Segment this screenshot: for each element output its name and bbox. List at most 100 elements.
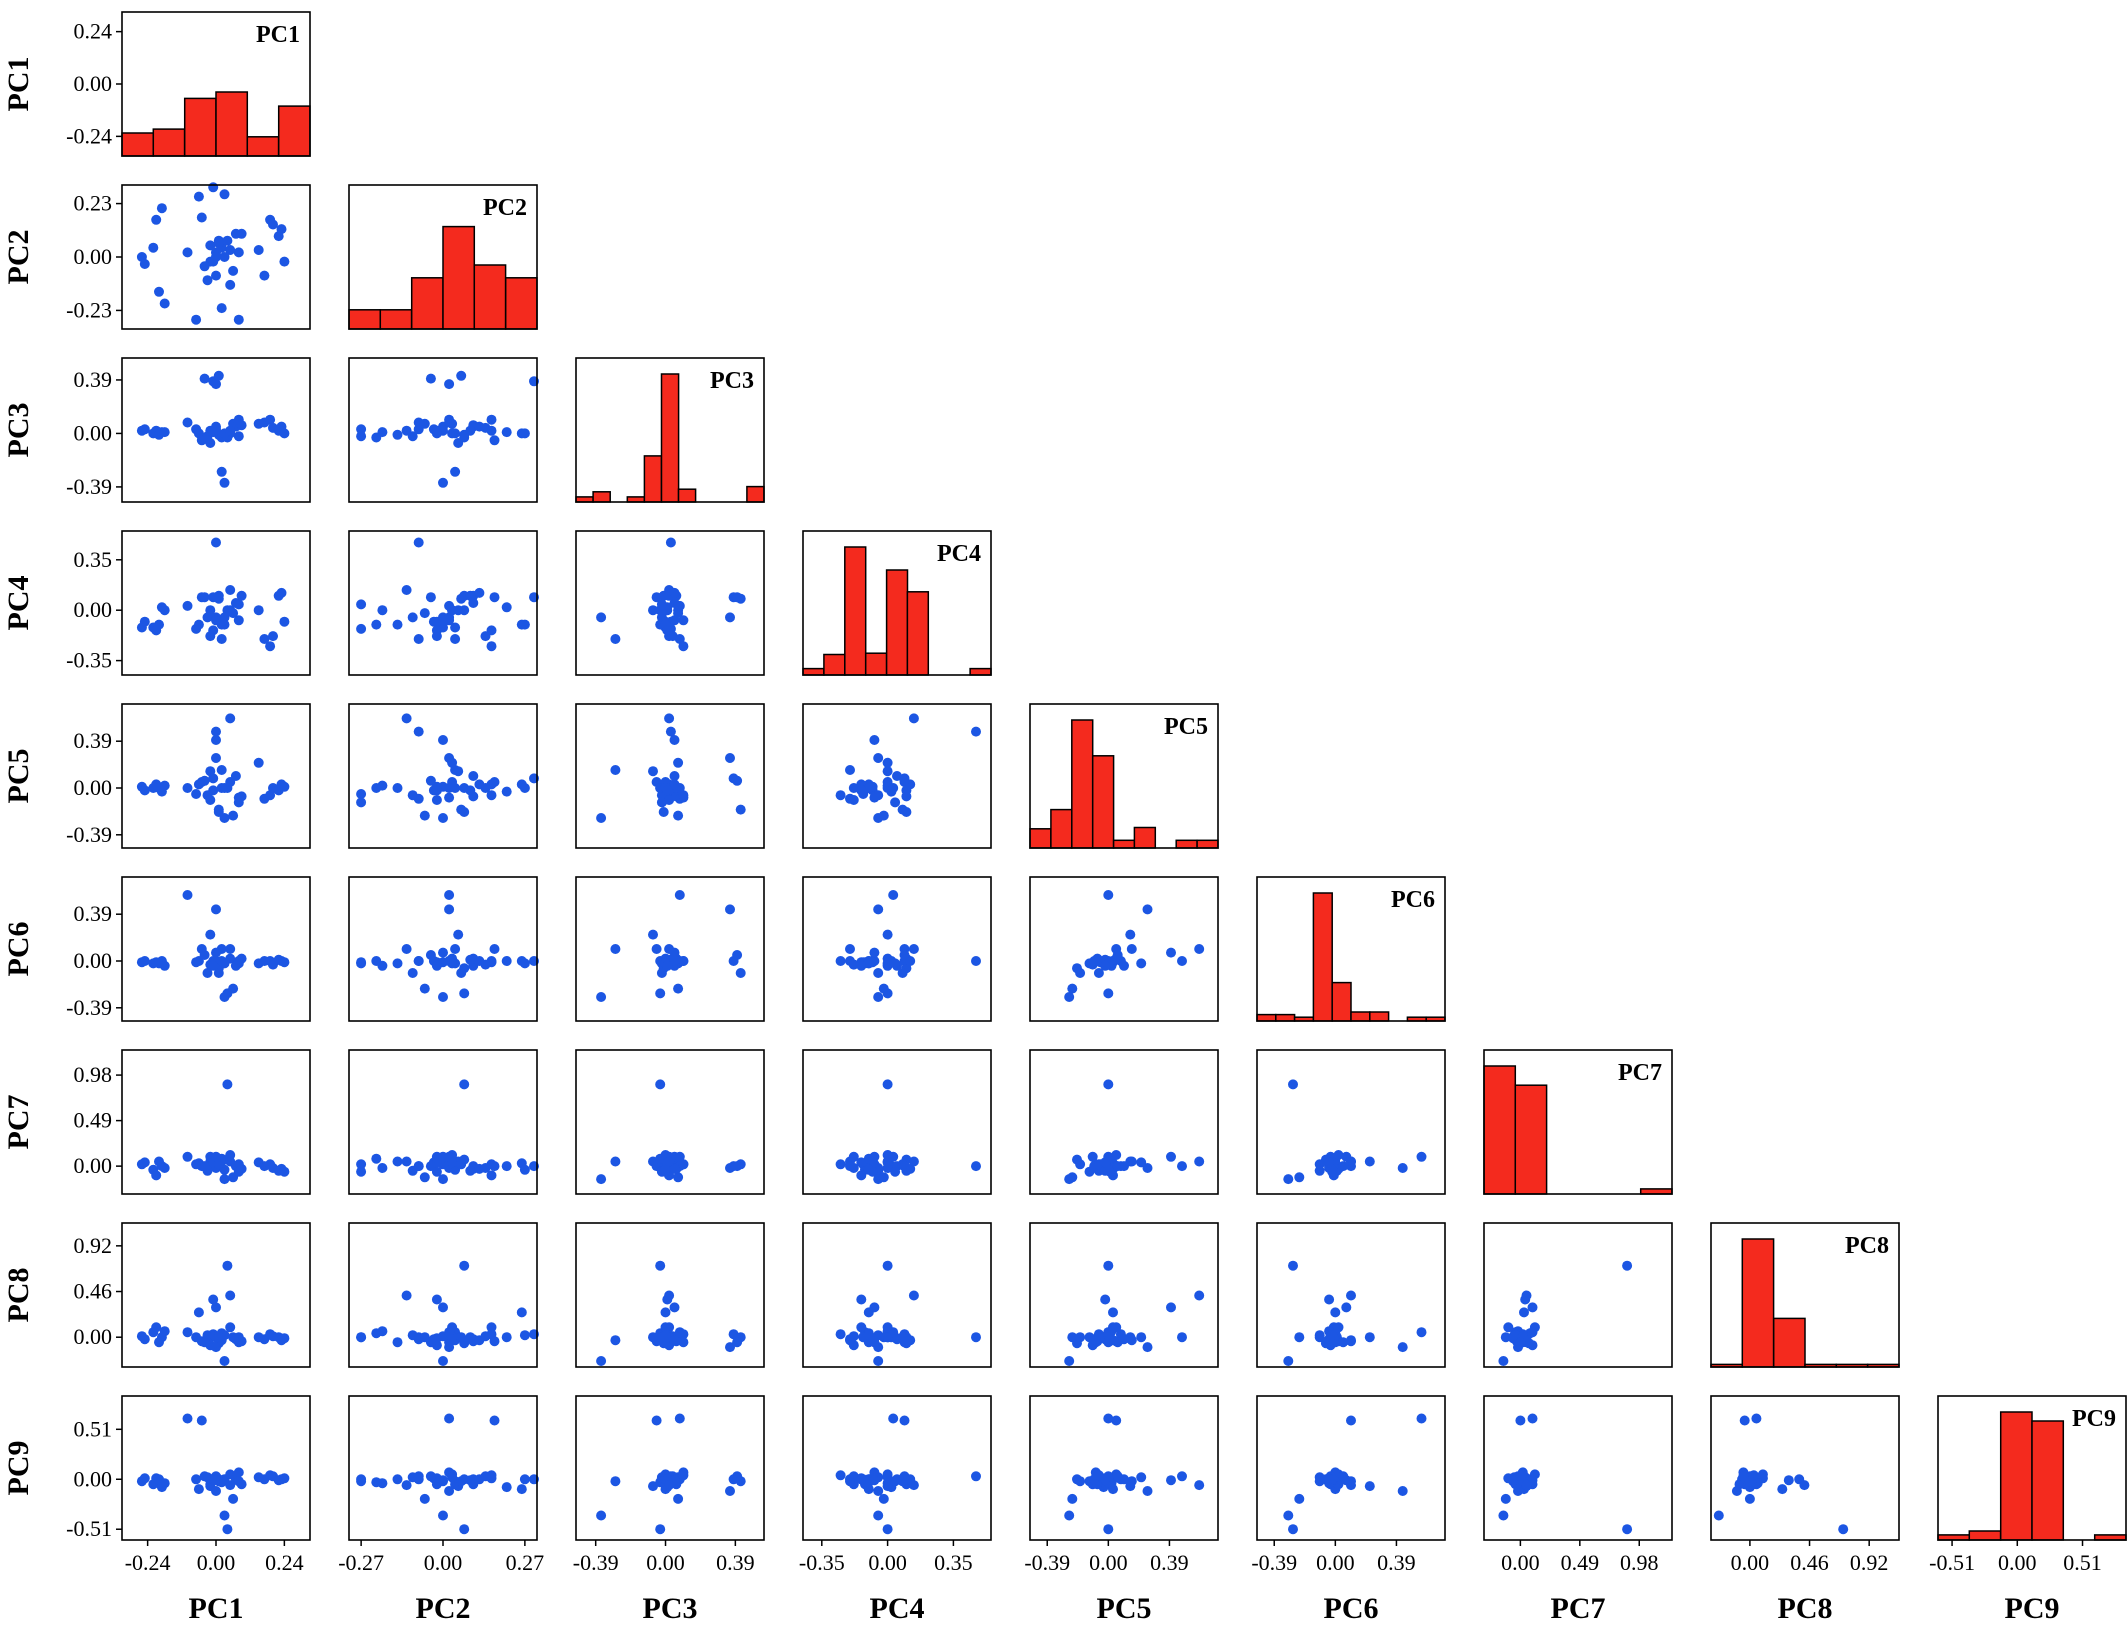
panel-frame: [1029, 876, 1219, 1022]
scatter-point: [154, 1337, 164, 1348]
scatter-point: [669, 1302, 680, 1313]
panel-frame: [121, 357, 311, 503]
scatter-point: [222, 1079, 233, 1090]
x-tick-label: -0.24: [125, 1550, 171, 1575]
scatter-point: [489, 592, 500, 603]
scatter-point: [489, 777, 500, 787]
y-axis-title: PC1: [2, 57, 35, 112]
y-tick-label: 0.39: [74, 728, 113, 753]
scatter-point: [1751, 1413, 1762, 1424]
hist-bar: [1331, 981, 1352, 1022]
scatter-point: [459, 1524, 470, 1535]
panel-frame: [575, 357, 765, 503]
scatter-point: [899, 775, 910, 786]
y-tick-label: 0.00: [74, 71, 113, 96]
scatter-point: [664, 585, 675, 595]
hist-title: PC9: [2072, 1406, 2116, 1432]
scatter-point: [1142, 1342, 1153, 1353]
y-tick-label: -0.39: [66, 995, 112, 1020]
scatter-point: [1166, 1302, 1176, 1313]
hist-bar: [2031, 1420, 2065, 1541]
scatter-point: [1324, 1157, 1335, 1168]
scatter-point: [1119, 960, 1129, 971]
scatter-point: [882, 1260, 893, 1271]
scatter-point: [848, 1331, 859, 1342]
scatter-point: [444, 417, 455, 428]
panel-frame: [802, 876, 992, 1022]
scatter-point: [392, 1474, 403, 1485]
scatter-point: [1194, 944, 1205, 954]
scatter-point: [1064, 1356, 1075, 1366]
scatter-point: [225, 944, 236, 954]
scatter-point: [648, 929, 658, 940]
scatter-point: [377, 1163, 388, 1173]
scatter-point: [213, 968, 224, 978]
scatter-point: [610, 634, 621, 644]
scatter-point: [835, 1159, 846, 1170]
scatter-point: [1314, 1159, 1325, 1170]
scatter-point: [1783, 1475, 1794, 1486]
scatter-point: [856, 1157, 867, 1168]
scatter-point: [431, 1294, 442, 1305]
scatter-point: [211, 904, 221, 915]
scatter-point: [1067, 1172, 1078, 1183]
scatter-point: [890, 1166, 901, 1177]
scatter-point: [1112, 1161, 1123, 1172]
x-axis-title: PC9: [2005, 1592, 2060, 1625]
scatter-point: [1111, 1322, 1122, 1333]
scatter-point: [456, 968, 467, 978]
scatter-point: [182, 890, 193, 900]
y-tick-label: -0.35: [66, 648, 112, 673]
scatter-point: [1416, 1413, 1427, 1424]
scatter-point: [660, 1307, 671, 1318]
hist-bar: [1312, 892, 1333, 1022]
scatter-point: [1799, 1480, 1810, 1491]
x-tick-label: 0.00: [646, 1550, 685, 1575]
scatter-point: [1177, 1161, 1187, 1172]
scatter-point: [890, 1476, 901, 1487]
scatter-point: [971, 1161, 981, 1172]
panel-pc8-pc2: [348, 1222, 539, 1368]
scatter-point: [1103, 1151, 1114, 1162]
scatter-point: [1521, 1290, 1532, 1301]
x-tick-label: 0.39: [1150, 1550, 1189, 1575]
scatter-point: [211, 1151, 221, 1162]
scatter-point: [233, 1467, 244, 1478]
scatter-point: [1838, 1524, 1849, 1535]
scatter-point: [268, 219, 278, 230]
scatter-point: [236, 791, 247, 802]
scatter-point: [154, 286, 164, 297]
scatter-point: [474, 421, 485, 432]
scatter-point: [732, 592, 743, 603]
scatter-point: [253, 605, 264, 616]
scatter-point: [869, 947, 880, 958]
scatter-point: [1622, 1524, 1633, 1535]
hist-bar: [1133, 826, 1157, 849]
scatter-point: [413, 956, 424, 966]
scatter-point: [656, 797, 667, 808]
scatter-point: [413, 537, 424, 548]
scatter-point: [725, 1486, 735, 1496]
hist-bar: [246, 136, 280, 157]
panel-pc7-pc4: [802, 1049, 992, 1195]
scatter-point: [431, 785, 442, 796]
scatter-point: [447, 757, 458, 768]
scatter-point: [1126, 1335, 1137, 1346]
scatter-point: [882, 1079, 893, 1090]
y-tick-label: 0.39: [74, 901, 113, 926]
scatter-point: [407, 968, 418, 978]
scatter-point: [869, 1151, 880, 1162]
hist-bar: [1112, 839, 1136, 849]
scatter-point: [651, 944, 662, 954]
scatter-point: [219, 813, 230, 823]
scatter-point: [225, 1322, 236, 1333]
scatter-point: [648, 605, 658, 616]
hist-bar: [504, 277, 538, 330]
x-tick-label: 0.35: [934, 1550, 973, 1575]
scatter-point: [225, 279, 236, 290]
panel-pc3-pc1: -0.39 0.00 0.39 PC3: [2, 357, 311, 503]
scatter-point: [489, 1415, 500, 1426]
scatter-point: [279, 1333, 290, 1344]
x-tick-label: 0.00: [197, 1550, 236, 1575]
scatter-point: [156, 203, 167, 214]
